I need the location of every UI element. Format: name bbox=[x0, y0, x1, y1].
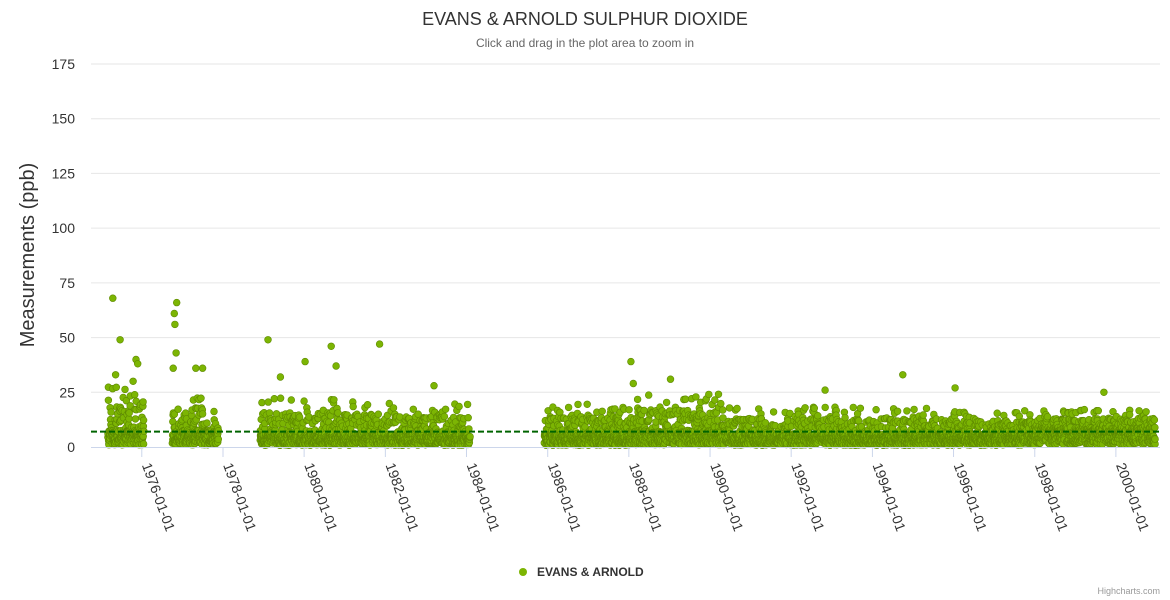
data-point[interactable] bbox=[719, 406, 727, 414]
data-point[interactable] bbox=[893, 407, 902, 415]
data-point[interactable] bbox=[872, 406, 880, 414]
data-point[interactable] bbox=[197, 394, 205, 402]
data-point[interactable] bbox=[374, 410, 382, 418]
data-point[interactable] bbox=[644, 391, 653, 399]
data-point[interactable] bbox=[214, 435, 223, 443]
data-point[interactable] bbox=[122, 397, 131, 405]
y-tick-label: 175 bbox=[52, 56, 76, 72]
y-tick-label: 150 bbox=[52, 111, 76, 127]
data-point[interactable] bbox=[625, 406, 633, 414]
data-point[interactable] bbox=[139, 416, 148, 424]
data-point[interactable] bbox=[295, 413, 304, 421]
data-point[interactable] bbox=[463, 400, 472, 409]
data-point[interactable] bbox=[849, 403, 857, 412]
data-point[interactable] bbox=[574, 400, 582, 409]
data-point[interactable] bbox=[856, 404, 865, 412]
data-point[interactable] bbox=[264, 398, 272, 406]
data-point[interactable] bbox=[363, 401, 372, 409]
data-point[interactable] bbox=[662, 398, 671, 407]
data-point[interactable] bbox=[681, 395, 690, 403]
data-point[interactable] bbox=[640, 406, 648, 415]
chart-title: EVANS & ARNOLD SULPHUR DIOXIDE bbox=[422, 9, 748, 29]
data-point[interactable] bbox=[139, 440, 148, 448]
grid-lines bbox=[91, 63, 1160, 393]
data-point[interactable] bbox=[919, 411, 927, 419]
data-point[interactable] bbox=[733, 404, 741, 413]
data-point[interactable] bbox=[564, 403, 573, 412]
chart-subtitle: Click and drag in the plot area to zoom … bbox=[476, 36, 694, 50]
data-point[interactable] bbox=[330, 396, 338, 404]
data-point[interactable] bbox=[258, 398, 266, 407]
data-point[interactable] bbox=[300, 397, 308, 405]
data-point[interactable] bbox=[1043, 413, 1052, 421]
data-point[interactable] bbox=[910, 405, 918, 414]
data-point[interactable] bbox=[270, 395, 278, 403]
data-point[interactable] bbox=[761, 419, 769, 427]
data-point[interactable] bbox=[583, 400, 591, 408]
y-tick-label: 100 bbox=[52, 220, 76, 236]
data-point[interactable] bbox=[198, 410, 207, 418]
data-point[interactable] bbox=[170, 410, 179, 418]
data-point[interactable] bbox=[409, 405, 417, 413]
data-point[interactable] bbox=[349, 402, 357, 411]
data-point[interactable] bbox=[466, 432, 474, 441]
data-point[interactable] bbox=[841, 413, 849, 422]
y-tick-label: 50 bbox=[59, 330, 75, 346]
data-point[interactable] bbox=[389, 404, 398, 412]
data-point[interactable] bbox=[121, 385, 129, 394]
data-point[interactable] bbox=[210, 407, 218, 416]
data-point[interactable] bbox=[276, 394, 285, 402]
data-point[interactable] bbox=[814, 412, 822, 420]
data-point[interactable] bbox=[801, 404, 809, 412]
data-point[interactable] bbox=[125, 409, 133, 417]
data-point[interactable] bbox=[598, 407, 606, 415]
data-point[interactable] bbox=[705, 390, 713, 399]
data-points[interactable] bbox=[104, 294, 1159, 449]
y-tick-label: 0 bbox=[67, 439, 75, 455]
data-point[interactable] bbox=[131, 391, 139, 399]
data-point[interactable] bbox=[441, 405, 450, 413]
data-point[interactable] bbox=[104, 396, 113, 404]
y-tick-label: 25 bbox=[59, 384, 75, 400]
data-point[interactable] bbox=[769, 408, 778, 416]
data-point[interactable] bbox=[810, 404, 818, 412]
data-point[interactable] bbox=[993, 409, 1001, 417]
data-point[interactable] bbox=[174, 405, 182, 413]
data-point[interactable] bbox=[287, 396, 295, 404]
data-point[interactable] bbox=[465, 425, 473, 433]
data-point[interactable] bbox=[633, 395, 642, 404]
data-point[interactable] bbox=[903, 407, 911, 415]
data-point[interactable] bbox=[464, 414, 472, 422]
data-point[interactable] bbox=[440, 412, 449, 421]
y-tick-label: 75 bbox=[59, 275, 75, 291]
data-point[interactable] bbox=[107, 408, 115, 416]
data-point[interactable] bbox=[334, 409, 342, 417]
data-point[interactable] bbox=[112, 383, 121, 391]
data-point[interactable] bbox=[139, 398, 147, 406]
data-point[interactable] bbox=[821, 403, 829, 412]
y-axis-title: Measurements (ppb) bbox=[17, 163, 39, 348]
data-point[interactable] bbox=[714, 390, 723, 398]
data-point[interactable] bbox=[131, 415, 140, 423]
data-point[interactable] bbox=[922, 404, 931, 413]
data-point[interactable] bbox=[203, 419, 211, 427]
data-point[interactable] bbox=[692, 393, 700, 401]
data-point[interactable] bbox=[717, 399, 725, 408]
y-tick-label: 125 bbox=[52, 165, 76, 181]
data-point[interactable] bbox=[455, 402, 463, 411]
y-axis-ticks: 0 25 50 75 100 125 150 175 bbox=[52, 56, 76, 455]
